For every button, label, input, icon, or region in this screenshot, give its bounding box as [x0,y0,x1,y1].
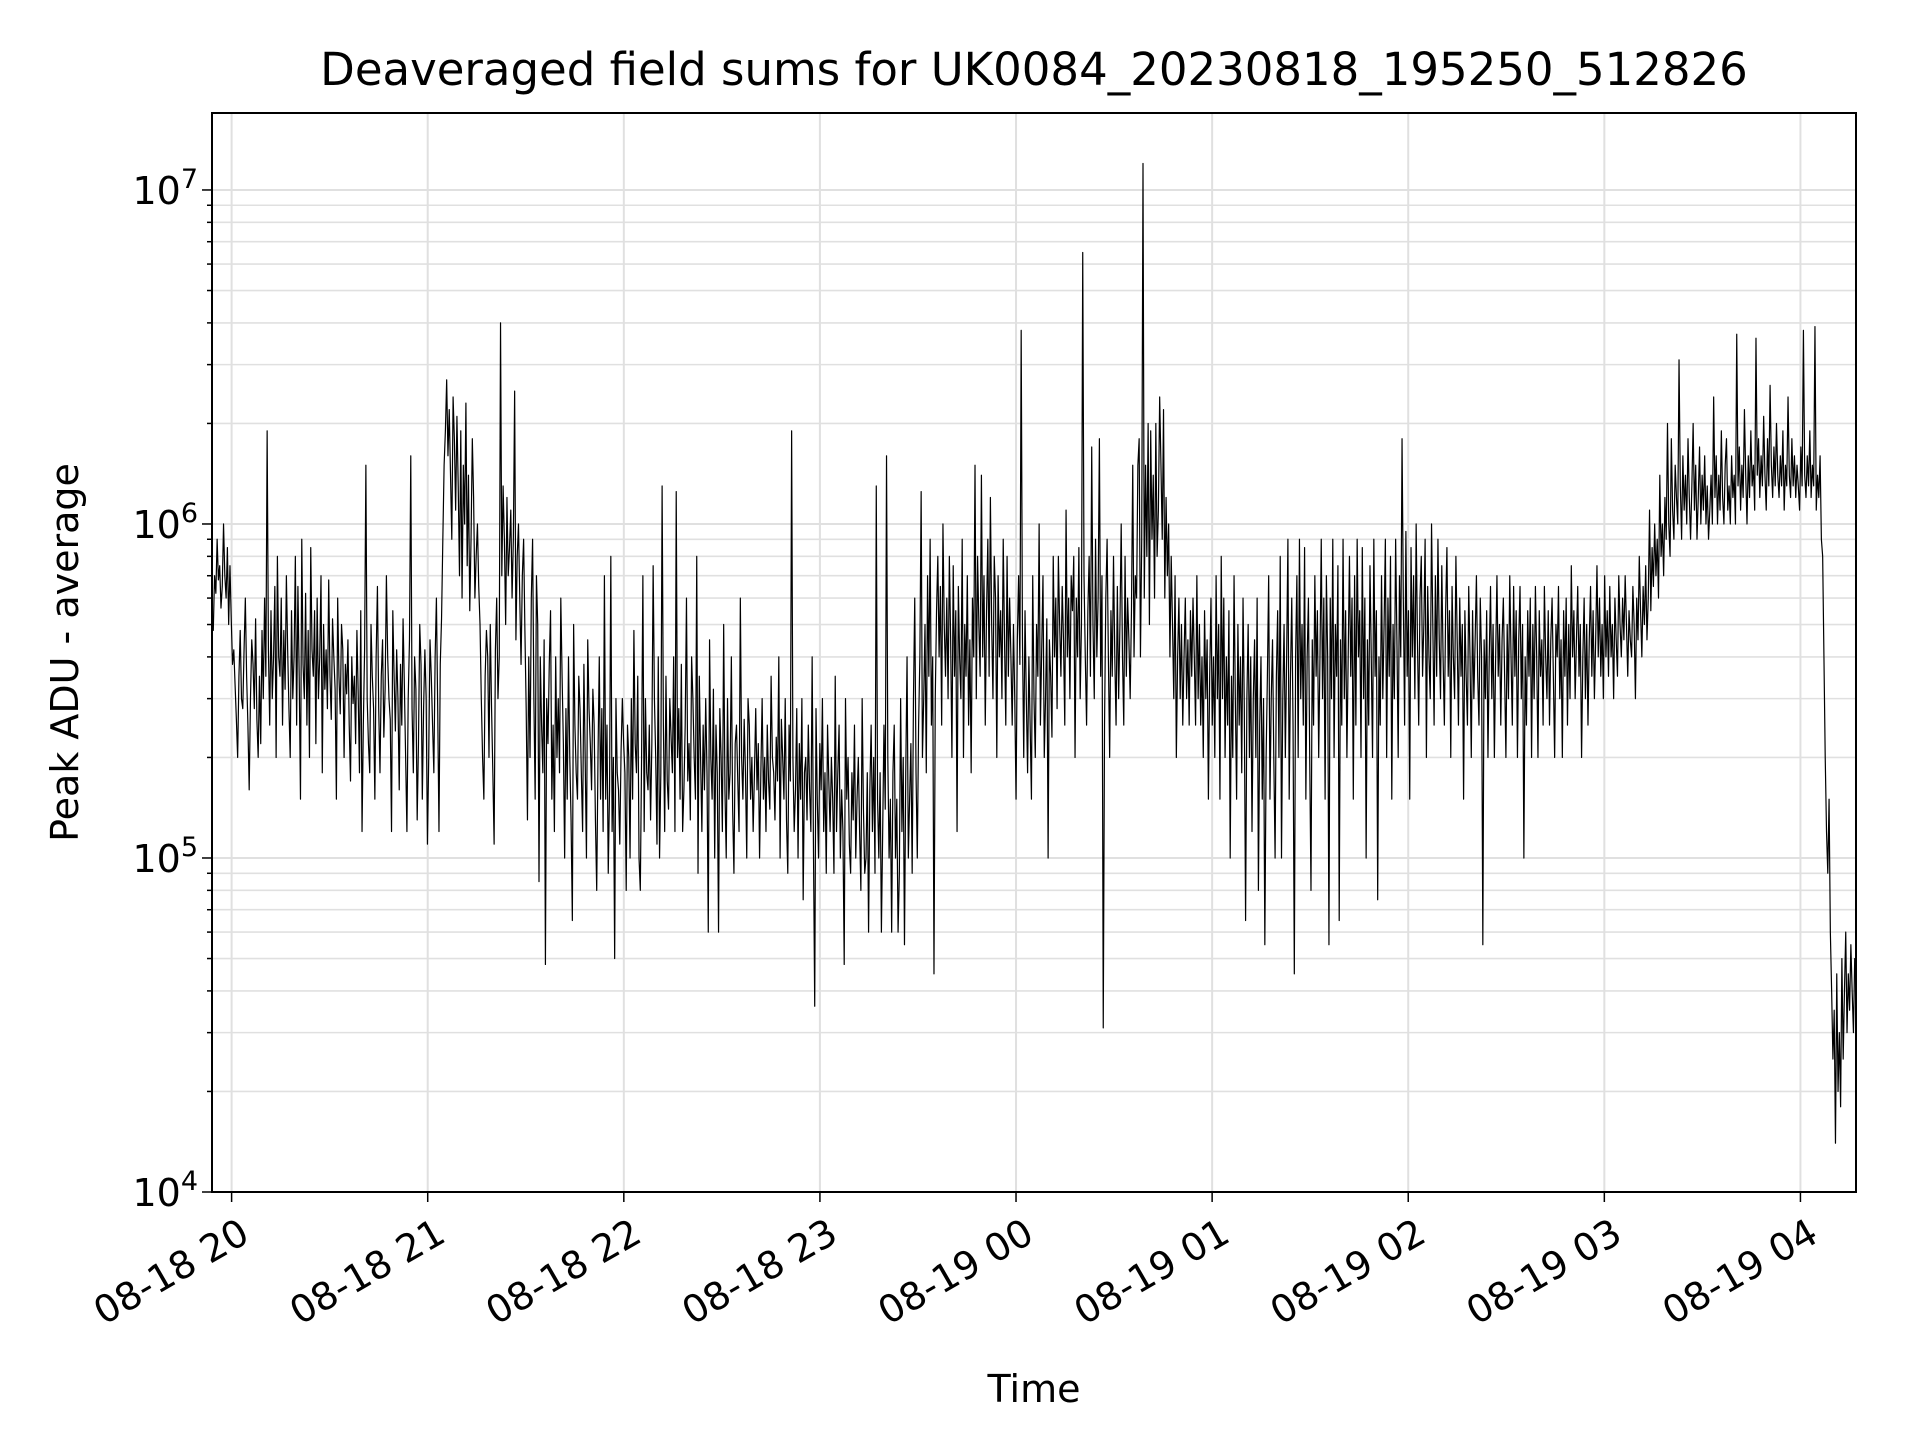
x-axis-label: Time [987,1367,1081,1411]
x-tick-label: 08-19 04 [1655,1210,1825,1334]
y-axis-label: Peak ADU - average [43,463,87,842]
series-layer [211,162,1857,1144]
chart-title: Deaveraged field sums for UK0084_2023081… [320,43,1748,96]
x-tick-label: 08-18 22 [478,1210,648,1334]
x-tick-label: 08-19 03 [1459,1210,1629,1334]
y-tick-label: 107 [132,164,198,213]
y-tick-label: 106 [132,498,198,547]
y-tick-label: 104 [132,1166,198,1215]
plot-frame [211,112,1857,1193]
x-tick-label: 08-19 01 [1067,1210,1237,1334]
x-tick-label: 08-19 00 [871,1210,1041,1334]
x-axis: 08-18 20 08-18 21 08-18 22 08-18 23 08-19 00… [86,1192,1825,1333]
x-tick-label: 08-18 20 [86,1210,256,1334]
x-tick-label: 08-18 23 [674,1210,844,1334]
x-tick-label: 08-18 21 [282,1210,452,1334]
y-tick-label: 105 [132,832,198,881]
y-axis: 104 105 106 107 [132,164,212,1215]
x-tick-label: 08-19 02 [1263,1210,1433,1334]
series-line [211,162,1857,1144]
